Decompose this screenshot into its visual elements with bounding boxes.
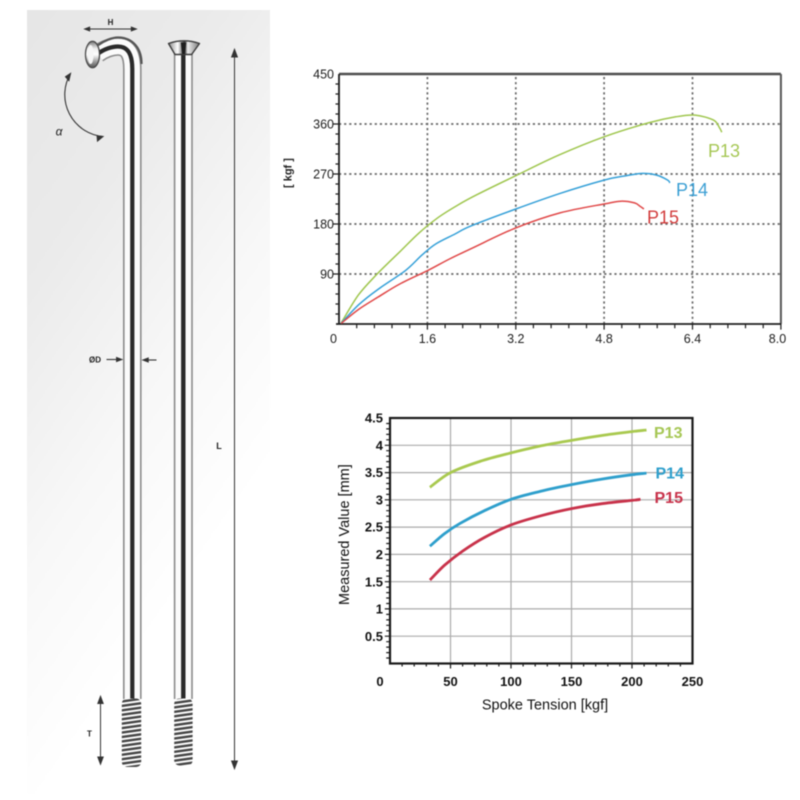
svg-text:4.8: 4.8	[595, 332, 612, 346]
svg-text:L: L	[216, 441, 222, 451]
svg-text:270: 270	[313, 167, 334, 181]
svg-text:2.5: 2.5	[365, 520, 383, 535]
svg-text:3: 3	[376, 492, 383, 507]
svg-text:0: 0	[330, 332, 337, 346]
svg-text:6.4: 6.4	[684, 332, 701, 346]
svg-text:P15: P15	[655, 490, 684, 507]
svg-text:1: 1	[376, 602, 383, 617]
svg-text:0: 0	[376, 674, 383, 689]
svg-text:P13: P13	[708, 141, 740, 161]
svg-text:180: 180	[313, 217, 334, 231]
svg-text:Spoke Tension [kgf]: Spoke Tension [kgf]	[482, 698, 608, 714]
svg-text:8.0: 8.0	[769, 332, 786, 346]
svg-text:3.2: 3.2	[507, 332, 524, 346]
svg-text:1.5: 1.5	[365, 574, 383, 589]
svg-text:360: 360	[313, 117, 334, 131]
svg-text:ØD: ØD	[89, 356, 101, 365]
svg-text:90: 90	[320, 267, 334, 281]
svg-text:4.5: 4.5	[365, 411, 383, 426]
svg-text:T: T	[87, 730, 92, 739]
svg-text:450: 450	[313, 67, 334, 81]
svg-text:250: 250	[682, 674, 704, 689]
svg-text:P14: P14	[656, 466, 685, 483]
svg-text:2: 2	[376, 547, 383, 562]
svg-text:50: 50	[443, 674, 457, 689]
svg-text:Measured Value [mm]: Measured Value [mm]	[337, 464, 353, 605]
svg-text:1.6: 1.6	[419, 332, 436, 346]
svg-text:100: 100	[500, 674, 522, 689]
svg-text:P14: P14	[676, 180, 708, 200]
svg-text:150: 150	[561, 674, 583, 689]
svg-text:[ kgf ]: [ kgf ]	[283, 158, 295, 188]
svg-text:P13: P13	[654, 425, 683, 442]
svg-text:H: H	[108, 18, 114, 27]
svg-text:0.5: 0.5	[365, 629, 383, 644]
svg-text:200: 200	[621, 674, 643, 689]
svg-text:4: 4	[376, 438, 384, 453]
svg-text:3.5: 3.5	[365, 465, 383, 480]
svg-text:α: α	[56, 125, 64, 139]
svg-text:P15: P15	[647, 208, 679, 228]
